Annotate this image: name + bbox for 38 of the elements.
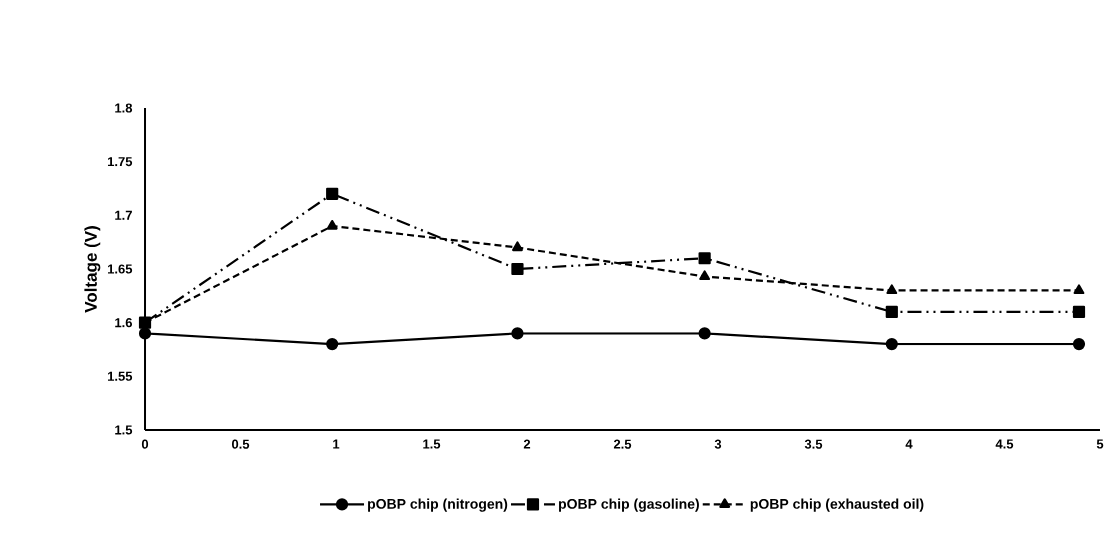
x-tick-label: 2 (523, 439, 531, 449)
x-tick-label: 5 (1096, 439, 1104, 449)
point (1073, 284, 1085, 295)
point (699, 270, 711, 281)
point (885, 338, 898, 351)
y-tick-label: 1.6 (115, 318, 133, 328)
x-tick-label: 0 (141, 439, 149, 449)
legend-label: pOBP chip (exhausted oil) (750, 498, 924, 512)
y-tick-label: 1.75 (107, 157, 133, 167)
point (512, 241, 523, 252)
x-tick-label: 0.5 (231, 439, 250, 449)
y-tick-label: 1.8 (115, 103, 133, 113)
point (326, 338, 339, 351)
y-tick-label: 1.5 (115, 425, 133, 435)
legend-label: pOBP chip (gasoline) (559, 498, 699, 512)
point (886, 284, 898, 295)
y-tick-label: 1.65 (107, 264, 133, 274)
point (1072, 305, 1086, 319)
y-axis-title: Voltage (V) (84, 226, 101, 313)
y-tick-label: 1.7 (115, 210, 132, 220)
x-tick-label: 4.5 (995, 439, 1014, 449)
point (1072, 338, 1086, 351)
x-tick-label: 2.5 (613, 439, 632, 449)
y-tick-label: 1.55 (107, 371, 133, 381)
x-tick-label: 1.5 (423, 439, 441, 449)
point (326, 219, 338, 230)
point (698, 327, 711, 340)
point (138, 327, 152, 340)
point (326, 187, 339, 200)
point (511, 327, 524, 340)
x-tick-label: 3.5 (804, 439, 823, 449)
x-tick-label: 3 (714, 439, 722, 449)
legend-label: pOBP chip (nitrogen) (368, 498, 508, 512)
point (698, 252, 711, 265)
x-tick-label: 4 (905, 439, 913, 449)
point (885, 305, 898, 319)
x-tick-label: 1 (333, 439, 340, 449)
point (511, 262, 524, 276)
